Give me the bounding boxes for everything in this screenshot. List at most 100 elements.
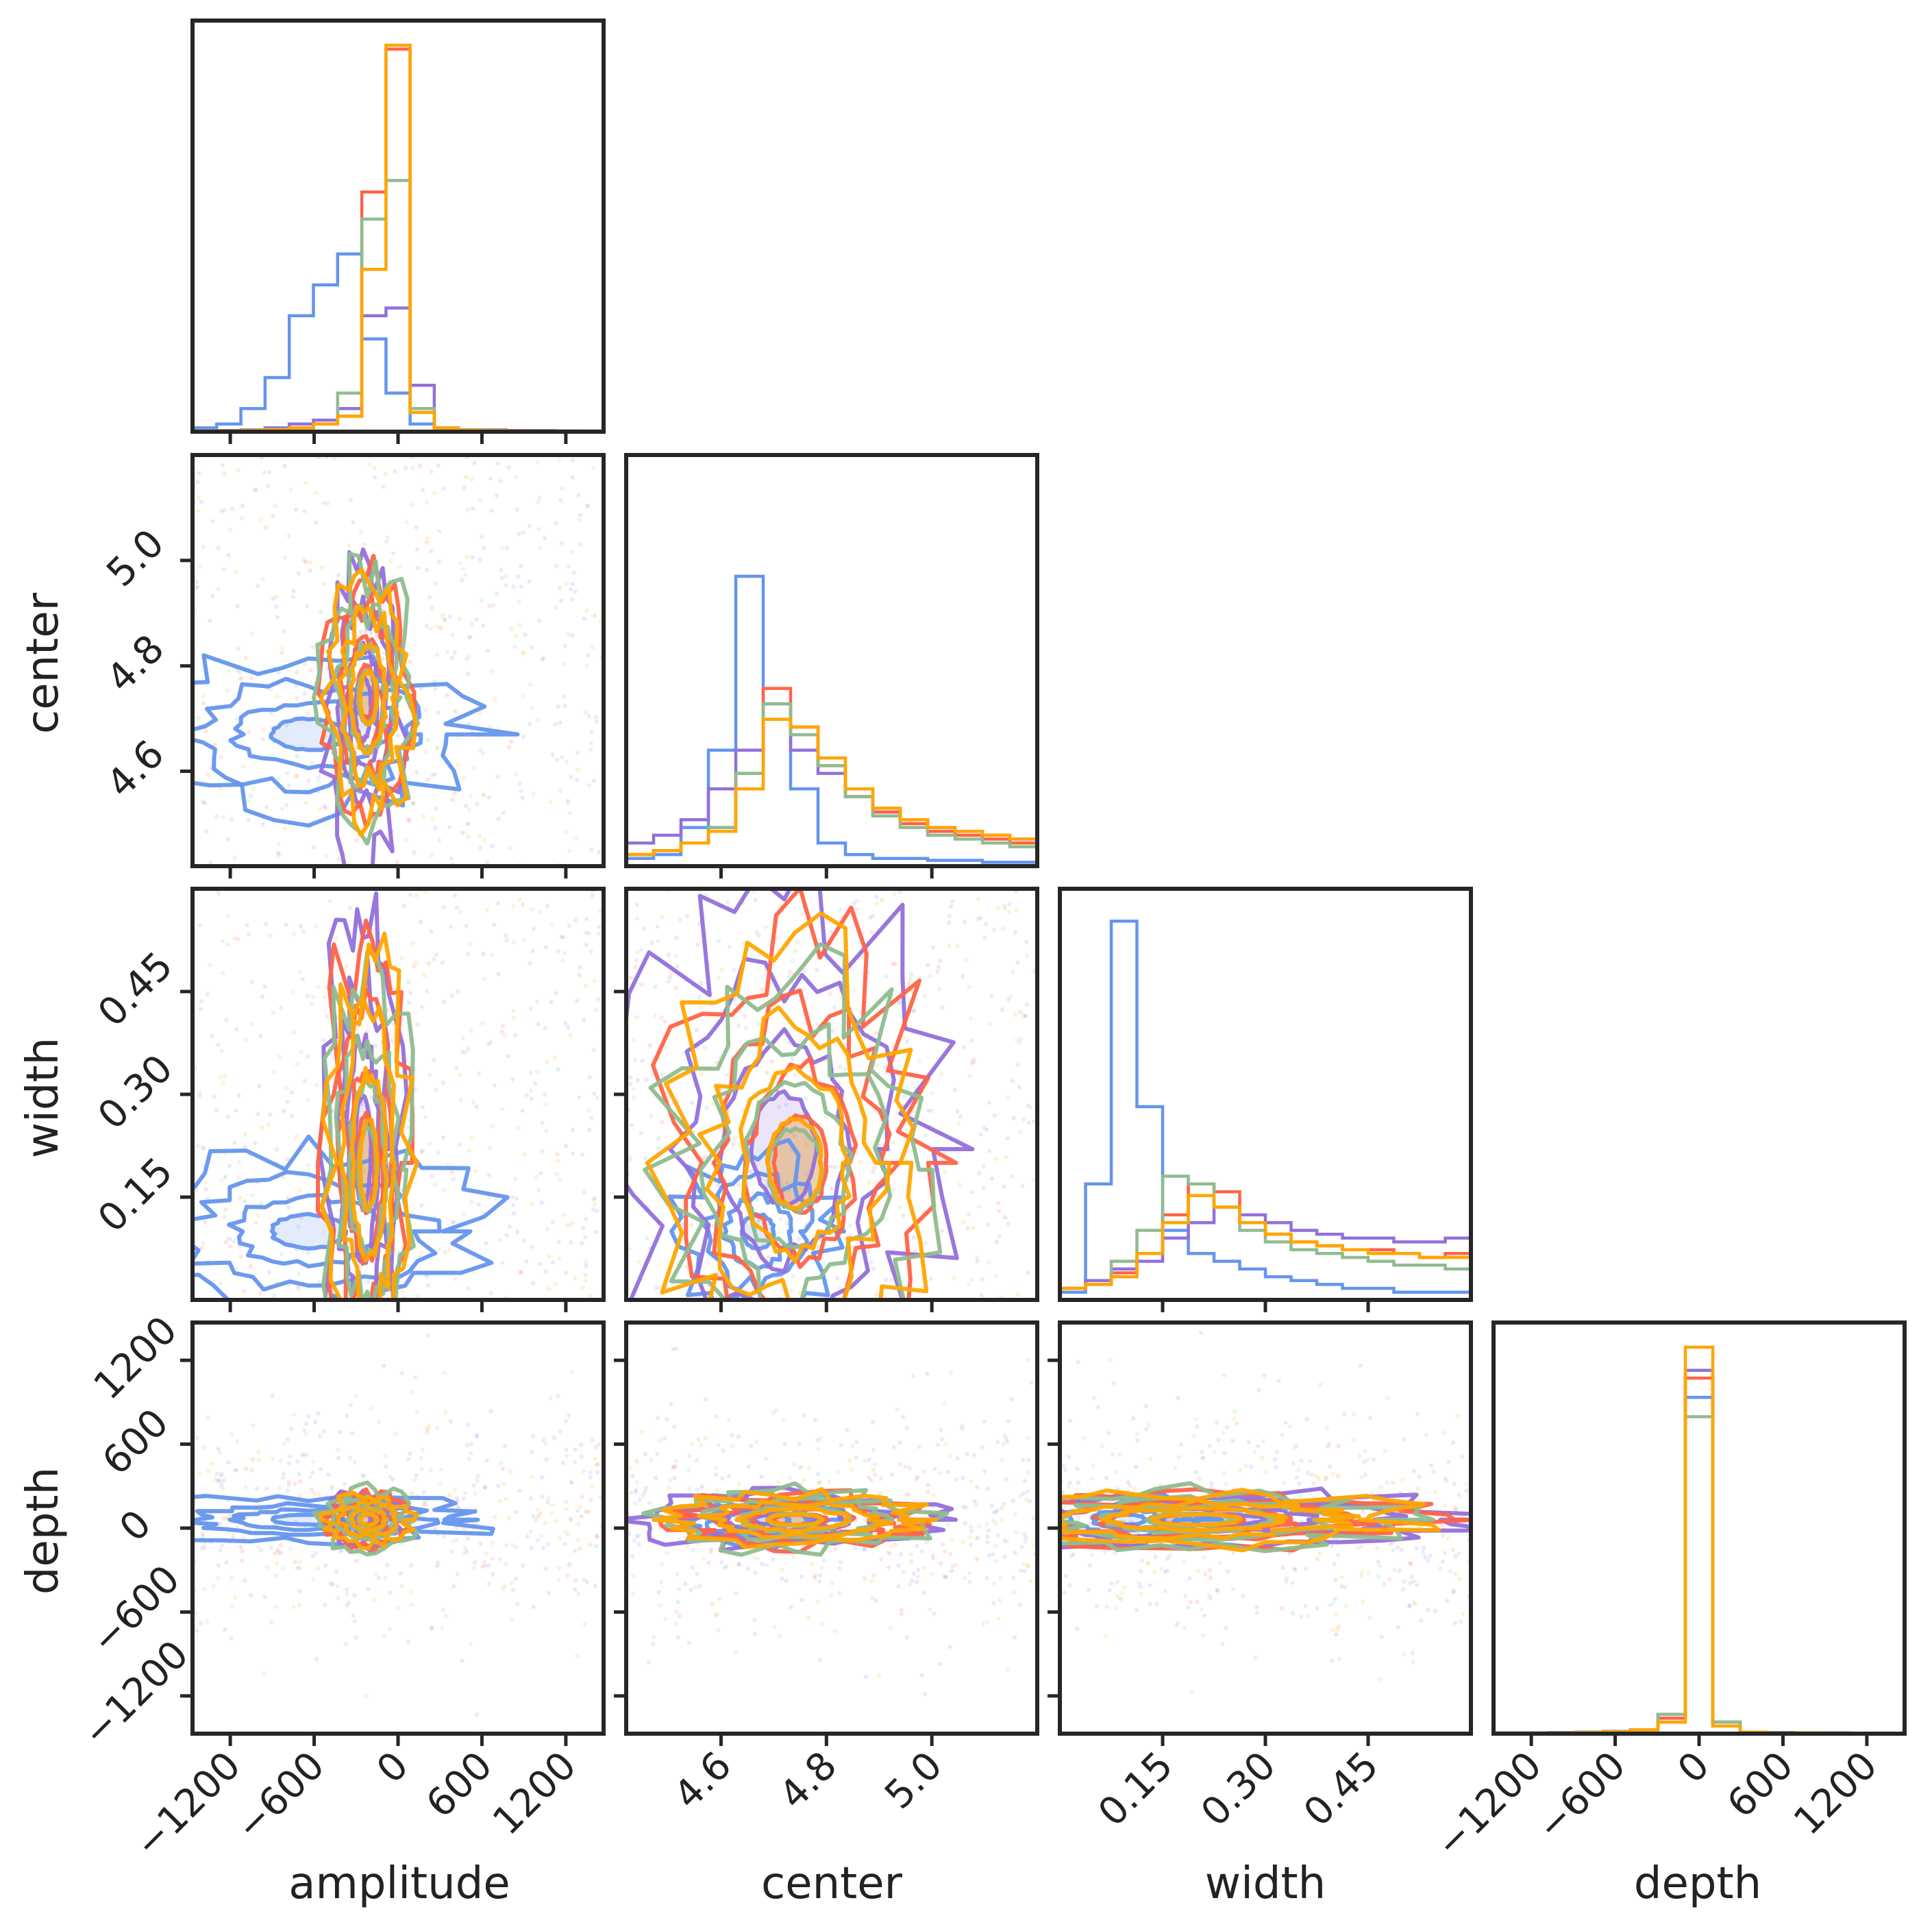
scatter-point <box>197 1090 202 1095</box>
scatter-point <box>294 1134 299 1139</box>
scatter-point <box>455 763 460 767</box>
scatter-point <box>634 1534 639 1539</box>
scatter-point <box>1208 1575 1213 1580</box>
contour-orange-level-1 <box>765 1116 823 1211</box>
scatter-point <box>366 1279 371 1284</box>
xtick-label-width: 0.45 <box>1296 1743 1387 1835</box>
scatter-point <box>674 1610 679 1614</box>
scatter-point <box>234 1468 239 1473</box>
scatter-point <box>282 826 287 831</box>
scatter-point <box>384 539 389 544</box>
scatter-point <box>575 767 580 772</box>
scatter-point <box>513 1177 518 1181</box>
scatter-point <box>415 1022 420 1027</box>
scatter-point <box>1006 1094 1011 1100</box>
scatter-point <box>1283 1420 1288 1425</box>
scatter-point <box>549 1503 555 1508</box>
scatter-point <box>552 1436 556 1440</box>
contour-purple-level-1 <box>353 673 373 743</box>
scatter-point <box>668 1478 673 1483</box>
scatter-point <box>1335 1553 1341 1558</box>
contour-green-level-4 <box>643 942 943 1300</box>
scatter-point <box>801 1413 806 1418</box>
scatter-point <box>926 1108 930 1113</box>
scatter-point <box>974 1557 980 1562</box>
scatter-point <box>969 1293 973 1297</box>
scatter-point <box>917 1059 922 1063</box>
hist-depth-purple <box>1494 1368 1905 1734</box>
scatter-point <box>221 971 226 976</box>
scatter-point <box>772 1625 777 1630</box>
scatter-point <box>221 1486 226 1492</box>
scatter-point <box>450 632 455 637</box>
scatter-point <box>218 1548 223 1553</box>
scatter-point <box>1028 1105 1033 1110</box>
scatter-point <box>255 583 260 588</box>
scatter-point <box>335 1584 340 1589</box>
scatter-point <box>548 1396 554 1401</box>
contour-orange-level-4 <box>317 1490 419 1551</box>
scatter-point <box>1387 1577 1392 1582</box>
scatter-point <box>536 717 541 723</box>
scatter-point <box>1359 1545 1364 1549</box>
scatter-point <box>1094 1603 1100 1608</box>
scatter-point <box>1361 1509 1365 1514</box>
scatter-point <box>227 1513 232 1519</box>
scatter-point <box>514 772 519 777</box>
scatter-point <box>540 1495 545 1499</box>
scatter-point <box>284 1085 289 1090</box>
scatter-point <box>1299 1458 1304 1463</box>
scatter-point <box>256 1111 260 1117</box>
scatter-point <box>1029 1380 1034 1386</box>
scatter-point <box>809 1562 815 1566</box>
scatter-point <box>410 941 415 946</box>
scatter-point <box>297 1588 302 1593</box>
scatter-point <box>886 1550 891 1555</box>
scatter-point <box>291 1604 296 1610</box>
scatter-point <box>364 1694 369 1699</box>
scatter-point <box>984 1576 989 1581</box>
scatter-point <box>784 1180 790 1185</box>
scatter-point <box>774 1408 779 1413</box>
scatter-point <box>991 1601 996 1606</box>
contour-blue-level-3 <box>193 676 423 795</box>
scatter-point <box>800 911 805 917</box>
scatter-point <box>733 1650 739 1656</box>
scatter-point <box>1018 1009 1023 1015</box>
scatter-point <box>724 1072 730 1077</box>
scatter-point <box>591 1047 596 1053</box>
scatter-point <box>383 1575 388 1580</box>
scatter-point <box>923 1133 928 1138</box>
scatter-point <box>1388 1542 1393 1547</box>
scatter-point <box>869 1477 874 1482</box>
scatter-point <box>294 774 299 778</box>
scatter-point <box>201 799 206 804</box>
scatter-point <box>225 1236 230 1242</box>
scatter-point <box>528 1529 533 1534</box>
scatter-point <box>754 1197 759 1203</box>
scatter-point <box>1104 1475 1109 1481</box>
scatter-point <box>703 1397 708 1402</box>
scatter-point <box>469 477 474 482</box>
scatter-point <box>947 943 952 948</box>
scatter-point <box>554 521 558 526</box>
scatter-point <box>448 1419 454 1424</box>
scatter-point <box>1091 1463 1095 1468</box>
scatter-point <box>199 1245 205 1251</box>
scatter-point <box>633 1057 638 1063</box>
scatter-point <box>1113 1469 1118 1475</box>
scatter-point <box>631 1087 636 1092</box>
scatter-point <box>1011 970 1015 974</box>
scatter-point <box>996 1201 1001 1206</box>
scatter-point <box>239 676 244 681</box>
scatter-point <box>1459 1619 1463 1624</box>
scatter-point <box>457 1142 462 1147</box>
scatter-point <box>708 1547 714 1552</box>
scatter-point <box>939 1229 945 1233</box>
scatter-point <box>480 1020 485 1026</box>
scatter-point <box>419 1466 424 1471</box>
scatter-point <box>1218 1561 1223 1566</box>
scatter-point <box>791 1274 796 1279</box>
scatter-point <box>684 914 689 919</box>
